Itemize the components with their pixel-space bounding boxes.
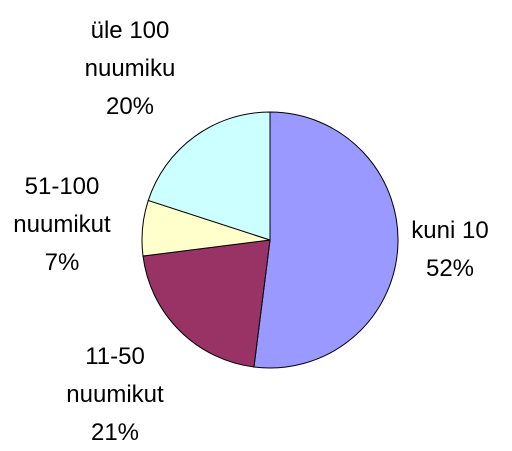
pie-slice	[142, 239, 271, 368]
slice-category: kuni 10	[411, 217, 489, 244]
slice-category: üle 100 nuumiku	[84, 17, 176, 82]
slice-category: 11-50 nuumikut	[66, 343, 164, 408]
slice-label: 11-50 nuumikut 21%	[25, 338, 205, 451]
slice-value: 52%	[425, 255, 475, 282]
slice-category: 51-100 nuumikut	[13, 173, 111, 238]
slice-value: 7%	[44, 249, 80, 276]
slice-label: üle 100 nuumiku 20%	[40, 12, 220, 126]
slice-label: 51-100 nuumikut 7%	[0, 168, 152, 282]
pie-slice	[253, 111, 399, 369]
pie-slice	[147, 111, 271, 241]
slice-value: 20%	[105, 93, 155, 120]
slice-label: kuni 10 52%	[360, 212, 512, 288]
slice-value: 21%	[90, 419, 140, 446]
